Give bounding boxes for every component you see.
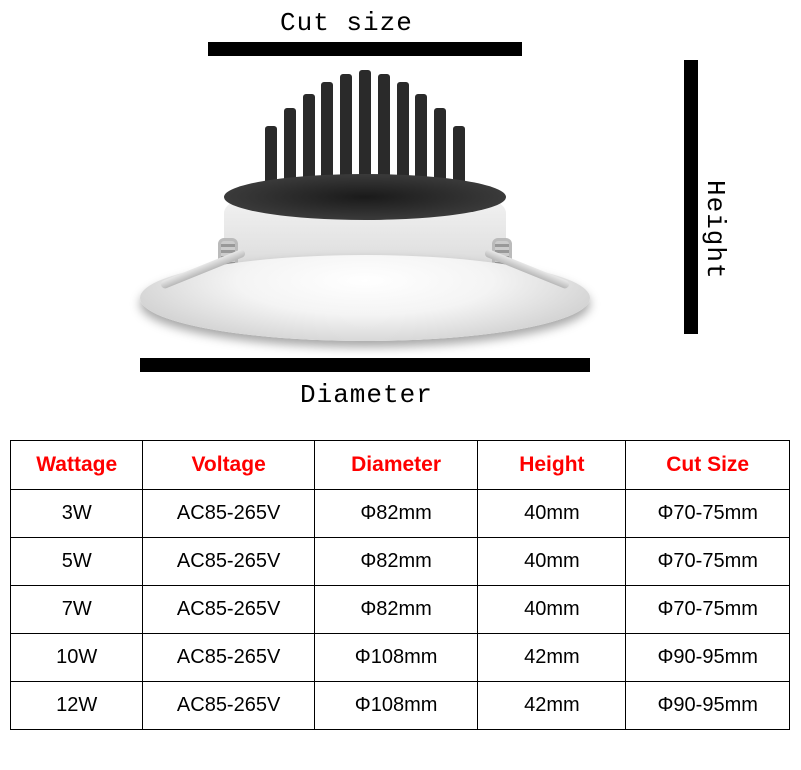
table-cell: Φ108mm — [314, 634, 478, 682]
table-cell: AC85-265V — [143, 634, 314, 682]
table-cell: 40mm — [478, 586, 626, 634]
table-cell: AC85-265V — [143, 682, 314, 730]
table-cell: Φ108mm — [314, 682, 478, 730]
cut-size-label: Cut size — [280, 8, 413, 38]
table-row: 5WAC85-265VΦ82mm40mmΦ70-75mm — [11, 538, 790, 586]
table-cell: 3W — [11, 490, 143, 538]
table-cell: Φ82mm — [314, 538, 478, 586]
table-cell: Φ90-95mm — [626, 682, 790, 730]
table-cell: 10W — [11, 634, 143, 682]
table-cell: AC85-265V — [143, 586, 314, 634]
table-cell: Φ82mm — [314, 586, 478, 634]
height-label: Height — [700, 180, 730, 280]
col-header-height: Height — [478, 441, 626, 490]
table-cell: Φ82mm — [314, 490, 478, 538]
table-row: 10WAC85-265VΦ108mm42mmΦ90-95mm — [11, 634, 790, 682]
table-cell: AC85-265V — [143, 538, 314, 586]
table-row: 12WAC85-265VΦ108mm42mmΦ90-95mm — [11, 682, 790, 730]
table-cell: Φ90-95mm — [626, 634, 790, 682]
table-header-row: Wattage Voltage Diameter Height Cut Size — [11, 441, 790, 490]
table-cell: 5W — [11, 538, 143, 586]
col-header-cutsize: Cut Size — [626, 441, 790, 490]
col-header-diameter: Diameter — [314, 441, 478, 490]
table-cell: 42mm — [478, 682, 626, 730]
height-bar — [684, 60, 698, 334]
table-cell: 12W — [11, 682, 143, 730]
cut-size-bar — [208, 42, 522, 56]
table-row: 7WAC85-265VΦ82mm40mmΦ70-75mm — [11, 586, 790, 634]
table-cell: 42mm — [478, 634, 626, 682]
col-header-voltage: Voltage — [143, 441, 314, 490]
dimension-diagram: Cut size Diameter Height — [0, 0, 801, 420]
table-cell: 7W — [11, 586, 143, 634]
table-cell: AC85-265V — [143, 490, 314, 538]
table-cell: Φ70-75mm — [626, 538, 790, 586]
table-body: 3WAC85-265VΦ82mm40mmΦ70-75mm5WAC85-265VΦ… — [11, 490, 790, 730]
table-row: 3WAC85-265VΦ82mm40mmΦ70-75mm — [11, 490, 790, 538]
spec-table: Wattage Voltage Diameter Height Cut Size… — [10, 440, 790, 730]
table-cell: Φ70-75mm — [626, 490, 790, 538]
lamp-top-ring — [224, 174, 506, 220]
diameter-label: Diameter — [300, 380, 433, 410]
diameter-bar — [140, 358, 590, 372]
table-cell: 40mm — [478, 538, 626, 586]
col-header-wattage: Wattage — [11, 441, 143, 490]
table-cell: Φ70-75mm — [626, 586, 790, 634]
table-cell: 40mm — [478, 490, 626, 538]
product-illustration — [140, 60, 590, 340]
